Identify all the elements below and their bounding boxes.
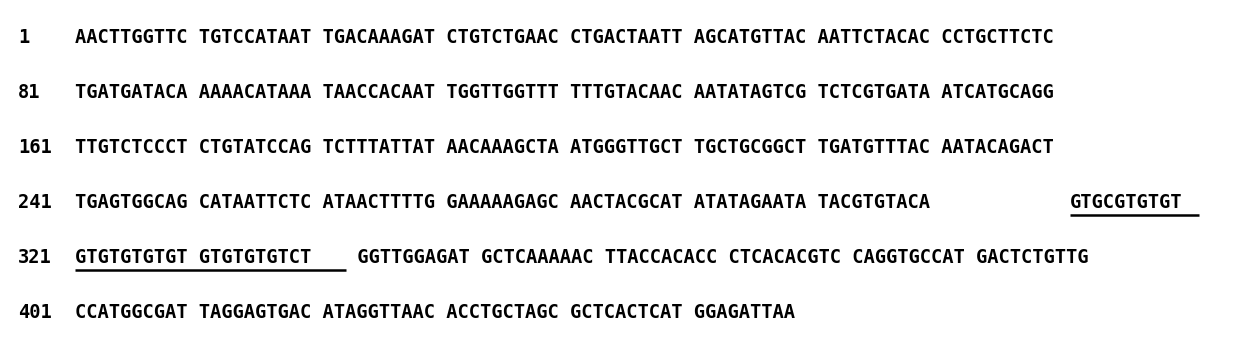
Text: TTGTCTCCCT CTGTATCCAG TCTTTАТTAT AACAAAGCTA ATGGGTTGCT TGCTGCGGCT TGATGTTTAC AAT: TTGTCTCCCT CTGTATCCAG TCTTTАТTAT AACAAAG… [76, 138, 1053, 157]
Text: TGATGATACA AAAACATAAA TAACCACAAT TGGTTGGTTT TTTGTACAAC AATATAGTCG TCTCGTGATA ATC: TGATGATACA AAAACATAAA TAACCACAAT TGGTTGG… [76, 83, 1053, 102]
Text: 81: 81 [19, 83, 41, 102]
Text: CCATGGCGAT TAGGAGTGAC ATAGGTTAAC ACCTGCTAGC GCTCACTCAT GGAGATTAA: CCATGGCGAT TAGGAGTGAC ATAGGTTAAC ACCTGCT… [76, 303, 795, 322]
Text: 401: 401 [19, 303, 52, 322]
Text: GTGCGTGTGT: GTGCGTGTGT [1070, 193, 1182, 212]
Text: TGAGTGGCAG CATAATTCTC ATAACTTTТG GAAAAAGAGC AACTACGCAT ATATAGAATA TACGTGTACA: TGAGTGGCAG CATAATTCTC ATAACTTTТG GAAAAAG… [76, 193, 942, 212]
Text: 161: 161 [19, 138, 52, 157]
Text: AACTTGGTTC TGTCCATAAT TGACAAAGAT CTGTCTGAAC CTGACTAATT AGCATGTTAC AATTCTACAC CCT: AACTTGGTTC TGTCCATAAT TGACAAAGAT CTGTCTG… [76, 28, 1053, 47]
Text: 321: 321 [19, 248, 52, 267]
Text: 241: 241 [19, 193, 52, 212]
Text: 1: 1 [19, 28, 30, 47]
Text: GGTTGGAGAT GCTCAAAAAC TTACCACACC CTCACACGTC CAGGTGCCAT GACTCTGTTG: GGTTGGAGAT GCTCAAAAAC TTACCACACC CTCACAC… [347, 248, 1089, 267]
Text: GTGTGTGTGT GTGTGTGTCT: GTGTGTGTGT GTGTGTGTCT [76, 248, 311, 267]
